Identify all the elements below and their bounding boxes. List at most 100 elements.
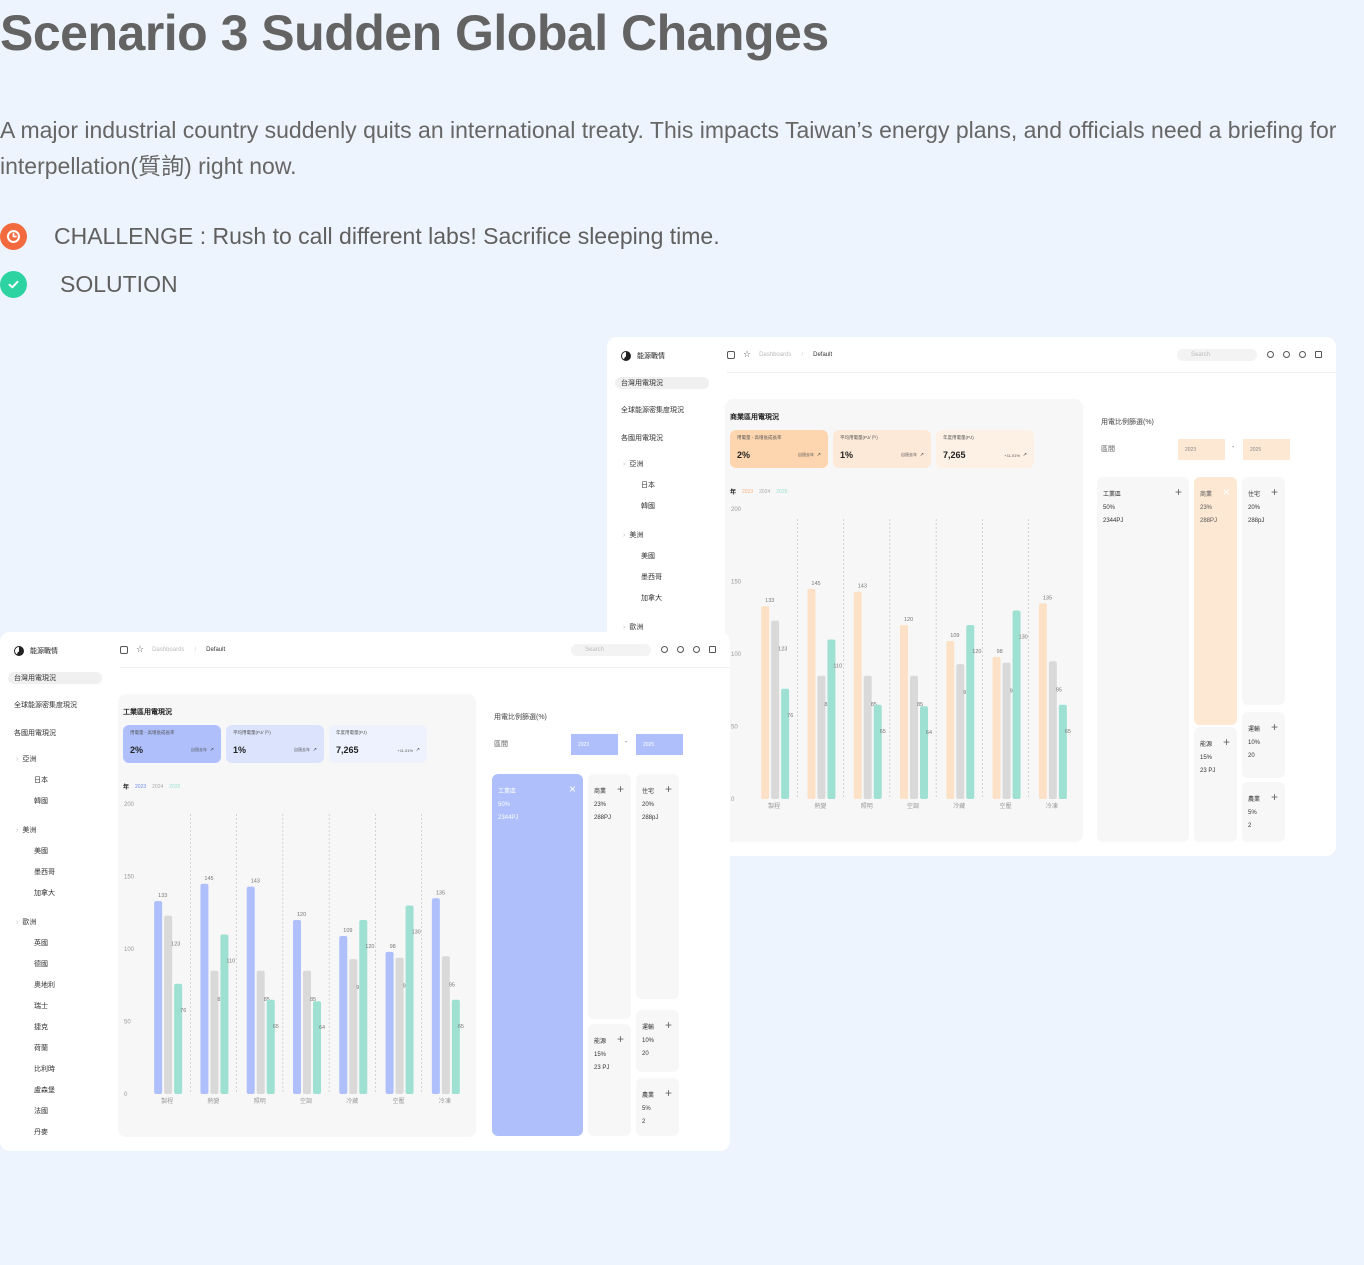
legend-entry[interactable]: 2023 [742, 488, 754, 495]
stat-card[interactable]: 用電量 - 高增長成長率 2% 自過去年 ↗ [123, 725, 221, 763]
category-tile[interactable]: 運輸 10% 20 + [1242, 712, 1285, 778]
panel-toggle-icon[interactable] [1315, 351, 1322, 358]
bar-2024[interactable] [1002, 662, 1011, 799]
bar-2023[interactable] [807, 588, 816, 799]
range-to-input[interactable]: 2025 [636, 734, 683, 755]
star-icon[interactable]: ☆ [743, 349, 752, 359]
panel-toggle-icon[interactable] [709, 646, 716, 653]
close-icon[interactable]: × [568, 782, 576, 796]
sidebar-sub-item[interactable]: 盧森堡 [34, 1087, 55, 1094]
sidebar-sub-item[interactable]: 法國 [34, 1108, 48, 1115]
sun-icon[interactable] [1267, 351, 1274, 358]
bar-2023[interactable] [385, 951, 394, 1094]
sidebar-sub-item[interactable]: 奧地利 [34, 982, 55, 989]
sun-icon[interactable] [661, 646, 668, 653]
category-tile[interactable]: 農業 5% 2 + [1242, 782, 1285, 842]
bar-2025[interactable] [966, 625, 975, 799]
plus-icon[interactable]: + [1270, 485, 1278, 499]
bar-2023[interactable] [992, 656, 1001, 799]
sidebar-item-active[interactable]: 台灣用電現況 [615, 377, 709, 389]
plus-icon[interactable]: + [664, 1086, 672, 1100]
bar-2023[interactable] [946, 640, 955, 799]
bar-2025[interactable] [359, 920, 368, 1094]
bar-2023[interactable] [1038, 603, 1047, 799]
sidebar-group[interactable]: 亞洲 [8, 754, 102, 775]
bar-2025[interactable] [220, 934, 229, 1095]
sidebar-sub-item[interactable]: 丹麥 [34, 1129, 48, 1136]
legend-entry[interactable]: 2025 [776, 488, 788, 495]
sidebar-group[interactable]: 歐洲 [615, 622, 709, 643]
category-tile[interactable]: 工業區 50% 2344PJ + [1097, 477, 1189, 842]
sidebar-sub-item[interactable]: 比利時 [34, 1066, 55, 1073]
bar-2023[interactable] [853, 591, 862, 799]
breadcrumb-dashboards[interactable]: Dashboards [152, 646, 185, 653]
category-tile[interactable]: 工業區 50% 2344PJ × [492, 774, 583, 1136]
category-tile[interactable]: 商業 23% 288PJ + [588, 774, 631, 1019]
bar-2023[interactable] [154, 901, 163, 1094]
sidebar-group[interactable]: 亞洲 [615, 459, 709, 480]
bar-2025[interactable] [266, 999, 275, 1094]
plus-icon[interactable]: + [664, 782, 672, 796]
legend-entry[interactable]: 2025 [169, 783, 181, 790]
bar-2023[interactable] [200, 883, 209, 1094]
sidebar-sub-item[interactable]: 英國 [34, 940, 48, 947]
legend-entry[interactable]: 2023 [135, 783, 147, 790]
category-tile[interactable]: 商業 23% 288PJ × [1194, 477, 1237, 725]
sidebar-sub-item[interactable]: 瑞士 [34, 1003, 48, 1010]
bar-2025[interactable] [781, 688, 790, 799]
bar-2025[interactable] [451, 999, 460, 1094]
bar-2024[interactable] [164, 915, 173, 1094]
bar-2025[interactable] [1012, 610, 1021, 800]
plus-icon[interactable]: + [664, 1018, 672, 1032]
breadcrumb-dashboards[interactable]: Dashboards [759, 351, 792, 358]
category-tile[interactable]: 能源 15% 23 PJ + [1194, 727, 1237, 842]
sidebar-sub-item[interactable]: 加拿大 [34, 890, 55, 897]
sidebar-sub-item[interactable]: 韓國 [641, 503, 655, 510]
bar-2023[interactable] [900, 625, 908, 799]
stat-card[interactable]: 年度用電量(PJ) 7,265 +11.01% ↗ [329, 725, 427, 763]
range-from-input[interactable]: 2023 [571, 734, 618, 755]
sidebar-sub-item[interactable]: 日本 [34, 777, 48, 784]
category-tile[interactable]: 能源 15% 23 PJ + [588, 1024, 631, 1136]
history-icon[interactable] [677, 646, 684, 653]
sidebar-sub-item[interactable]: 韓國 [34, 798, 48, 805]
bar-2025[interactable] [827, 639, 836, 800]
sidebar-sub-item[interactable]: 德國 [34, 961, 48, 968]
bar-2024[interactable] [863, 675, 872, 799]
breadcrumb-default[interactable]: Default [206, 646, 226, 653]
bar-2024[interactable] [956, 664, 965, 799]
bar-2024[interactable] [256, 970, 265, 1094]
history-icon[interactable] [1283, 351, 1290, 358]
category-tile[interactable]: 住宅 20% 288pJ + [1242, 477, 1285, 705]
stat-card[interactable]: 用電量 - 高增長成長率 2% 自過去年 ↗ [730, 430, 828, 468]
plus-icon[interactable]: + [1222, 735, 1230, 749]
sidebar-group[interactable]: 歐洲 [8, 917, 102, 938]
search-input[interactable]: Search [571, 643, 651, 656]
bar-2024[interactable] [395, 957, 404, 1094]
category-tile[interactable]: 農業 5% 2 + [636, 1078, 679, 1136]
stat-card[interactable]: 平均用電量(PJ/ 戶) 1% 自過去年 ↗ [226, 725, 324, 763]
sidebar-toggle-icon[interactable] [120, 645, 128, 654]
breadcrumb-default[interactable]: Default [813, 351, 833, 358]
plus-icon[interactable]: + [616, 782, 624, 796]
bell-icon[interactable] [693, 646, 700, 653]
sidebar-item[interactable]: 各國用電現況 [621, 434, 663, 442]
bar-2023[interactable] [293, 920, 301, 1094]
bar-2024[interactable] [349, 959, 358, 1094]
bar-2024[interactable] [1048, 661, 1057, 799]
sidebar-sub-item[interactable]: 墨西哥 [641, 574, 662, 581]
bar-2025[interactable] [1058, 704, 1067, 799]
plus-icon[interactable]: + [1174, 485, 1182, 499]
bar-2024[interactable] [910, 675, 918, 799]
bar-2024[interactable] [303, 970, 311, 1094]
bar-2025[interactable] [873, 704, 882, 799]
bar-2023[interactable] [246, 886, 255, 1094]
sidebar-sub-item[interactable]: 日本 [641, 482, 655, 489]
sidebar-sub-item[interactable]: 墨西哥 [34, 869, 55, 876]
search-input[interactable]: Search [1177, 348, 1257, 361]
bar-2025[interactable] [313, 1001, 321, 1094]
legend-entry[interactable]: 2024 [152, 783, 164, 790]
bar-2023[interactable] [339, 935, 348, 1094]
sidebar-item[interactable]: 全球能源密集度現況 [14, 702, 77, 709]
sidebar-group[interactable]: 美洲 [8, 825, 102, 846]
